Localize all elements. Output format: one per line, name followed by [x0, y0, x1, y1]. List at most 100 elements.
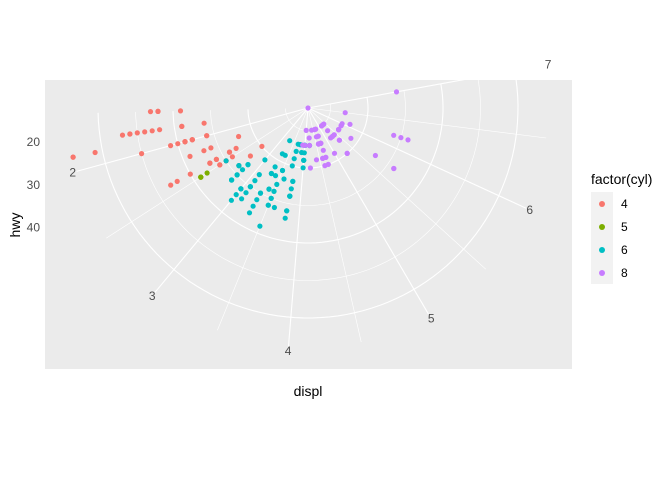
- data-point-cyl-6: [268, 195, 274, 201]
- radius-tick-label: 40: [27, 221, 41, 235]
- data-point-cyl-8: [329, 133, 336, 139]
- legend: factor(cyl) 4 5 6 8: [591, 171, 652, 284]
- data-point-cyl-6: [256, 172, 262, 178]
- data-point-cyl-4: [119, 132, 126, 138]
- data-point-cyl-6: [300, 165, 306, 171]
- data-point-cyl-8: [391, 132, 397, 138]
- data-point-cyl-8: [320, 155, 326, 161]
- theta-tick-label: 2: [69, 165, 76, 179]
- data-point-cyl-4: [182, 139, 188, 145]
- data-point-cyl-4: [213, 156, 219, 162]
- data-point-cyl-6: [245, 162, 251, 168]
- data-point-cyl-8: [307, 165, 313, 171]
- data-point-cyl-5: [198, 174, 204, 180]
- data-point-cyl-6: [233, 192, 239, 198]
- grid-ray-4.5: [307, 107, 362, 343]
- grid-ray-5.5: [307, 107, 487, 270]
- data-point-cyl-8: [306, 135, 312, 141]
- theta-tick-labels: 2 3 4 5 6 7: [69, 57, 551, 358]
- data-point-cyl-6: [257, 190, 264, 196]
- data-point-cyl-4: [177, 108, 184, 114]
- data-point-cyl-4: [233, 145, 239, 151]
- data-point-cyl-8: [306, 142, 313, 149]
- data-point-cyl-6: [288, 186, 294, 192]
- theta-tick-label: 4: [285, 344, 292, 358]
- data-point-cyl-6: [301, 150, 307, 156]
- data-point-cyl-6: [239, 167, 246, 173]
- data-point-cyl-6: [282, 152, 288, 158]
- data-point-cyl-8: [321, 121, 327, 127]
- data-point-cyl-6: [266, 186, 272, 192]
- data-point-cyl-8: [325, 128, 331, 134]
- data-point-cyl-4: [226, 149, 233, 155]
- y-axis-title: hwy: [7, 213, 23, 238]
- data-point-cyl-6: [284, 208, 290, 214]
- data-point-cyl-6: [265, 202, 271, 208]
- data-point-cyl-8: [309, 127, 315, 133]
- radius-tick-label: 30: [27, 178, 41, 192]
- data-point-cyl-6: [247, 184, 253, 190]
- legend-title: factor(cyl): [591, 171, 652, 187]
- legend-label-8: 8: [621, 266, 628, 280]
- data-point-cyl-8: [398, 135, 404, 141]
- panel-background: [45, 80, 572, 369]
- data-point-cyl-6: [262, 157, 268, 163]
- legend-key-background: [591, 192, 613, 284]
- data-point-cyl-8: [342, 110, 348, 116]
- data-point-cyl-8: [336, 137, 342, 143]
- data-point-cyl-6: [223, 158, 229, 164]
- data-point-cyl-8: [305, 105, 311, 111]
- data-point-cyl-4: [187, 171, 193, 177]
- data-point-cyl-4: [217, 162, 223, 168]
- data-point-cyl-6: [282, 215, 288, 221]
- data-point-cyl-8: [315, 133, 321, 139]
- x-axis-title: displ: [294, 383, 323, 399]
- theta-tick-label: 5: [428, 312, 435, 326]
- data-point-cyl-6: [272, 173, 279, 179]
- points-layer: [70, 89, 411, 229]
- data-point-cyl-4: [189, 137, 195, 143]
- data-point-cyl-4: [168, 143, 174, 149]
- data-point-cyl-6: [228, 197, 234, 203]
- data-point-cyl-8: [405, 137, 411, 143]
- data-point-cyl-8: [313, 126, 319, 132]
- data-point-cyl-6: [274, 181, 280, 187]
- data-point-cyl-6: [257, 223, 263, 229]
- data-point-cyl-4: [157, 127, 163, 133]
- data-point-cyl-4: [236, 133, 242, 140]
- data-point-cyl-6: [287, 193, 293, 199]
- data-point-cyl-6: [238, 186, 244, 192]
- data-point-cyl-4: [179, 123, 185, 129]
- data-point-cyl-4: [147, 109, 154, 115]
- data-point-cyl-6: [293, 148, 299, 154]
- legend-key-4: [599, 201, 605, 207]
- data-point-cyl-6: [254, 197, 260, 203]
- legend-label-4: 4: [621, 197, 628, 211]
- grid-ray-7: [307, 64, 545, 109]
- data-point-cyl-8: [372, 152, 378, 159]
- legend-key-5: [599, 224, 605, 230]
- data-point-cyl-6: [291, 156, 297, 162]
- data-point-cyl-6: [243, 190, 249, 196]
- data-point-cyl-6: [236, 163, 242, 169]
- data-point-cyl-4: [142, 129, 148, 135]
- data-point-cyl-6: [290, 178, 296, 184]
- data-point-cyl-8: [320, 147, 326, 153]
- data-point-cyl-4: [187, 153, 193, 159]
- data-point-cyl-6: [287, 138, 293, 144]
- data-point-cyl-4: [139, 151, 145, 157]
- data-point-cyl-6: [268, 170, 274, 177]
- data-point-cyl-8: [336, 127, 342, 133]
- data-point-cyl-4: [174, 178, 180, 184]
- data-point-cyl-6: [239, 196, 245, 202]
- data-point-cyl-4: [201, 120, 207, 126]
- legend-label-5: 5: [621, 220, 628, 234]
- data-point-cyl-5: [204, 170, 210, 176]
- data-point-cyl-8: [315, 141, 322, 147]
- theta-tick-label: 7: [545, 57, 552, 71]
- data-point-cyl-6: [272, 164, 278, 170]
- data-point-cyl-8: [338, 123, 344, 129]
- theta-tick-label: 6: [526, 203, 533, 217]
- data-point-cyl-4: [201, 148, 207, 154]
